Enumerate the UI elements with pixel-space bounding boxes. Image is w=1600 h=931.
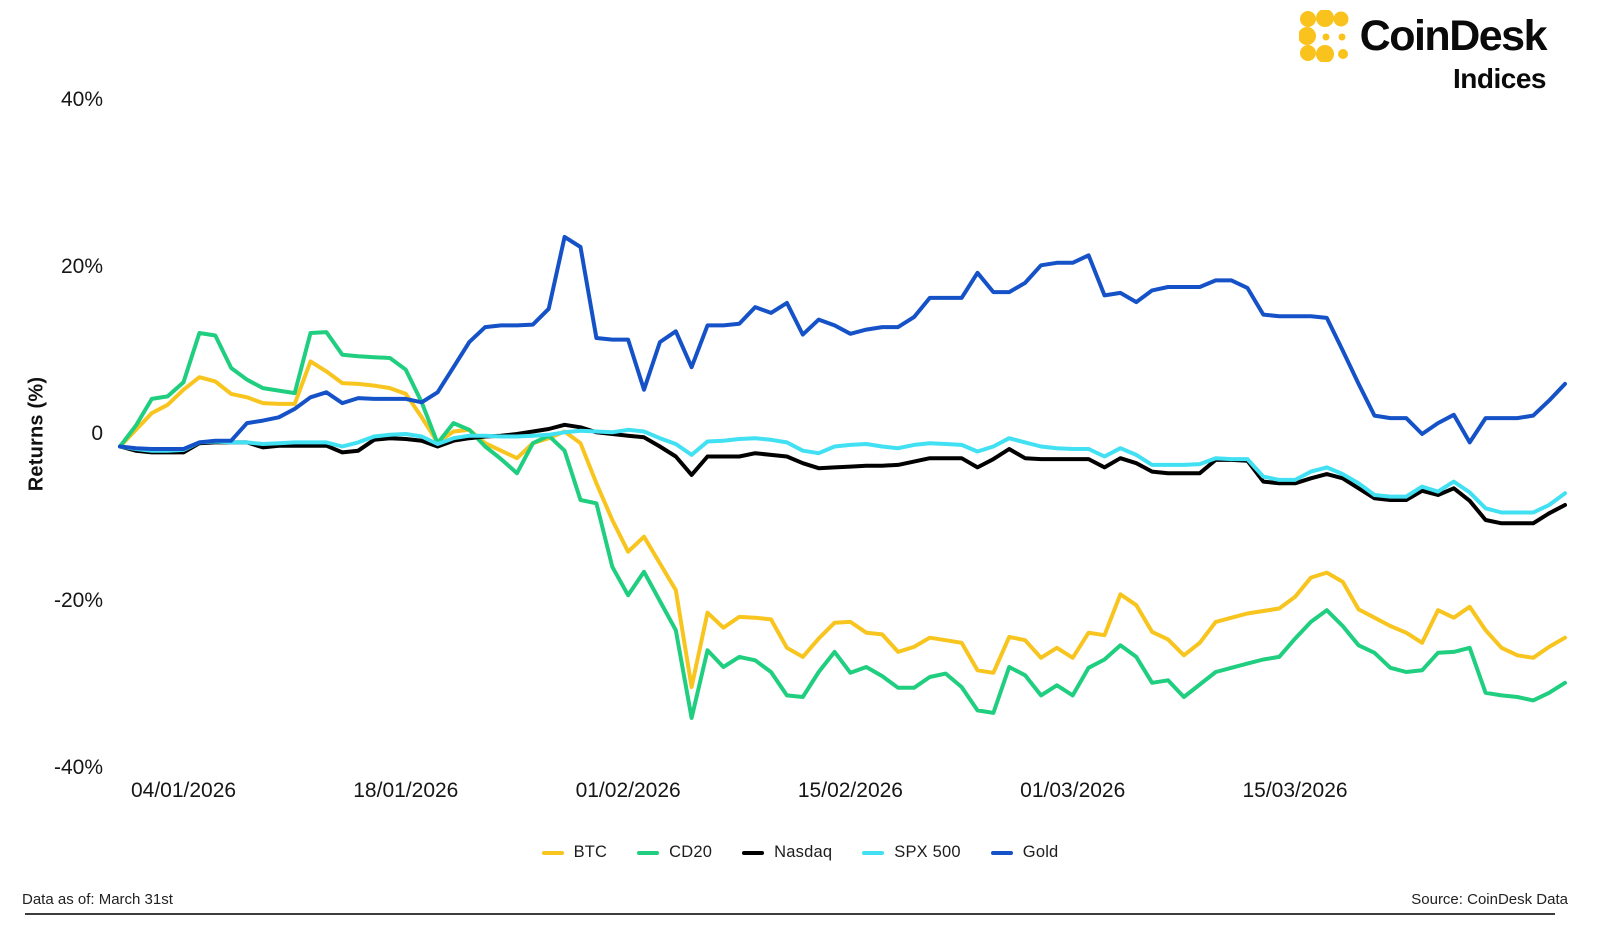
legend-label-nasdaq: Nasdaq bbox=[774, 843, 833, 861]
legend-item-nasdaq: Nasdaq bbox=[742, 843, 832, 862]
logo-brand-text: CoinDesk bbox=[1359, 11, 1548, 60]
x-tick-1503: 15/03/2026 bbox=[1242, 779, 1348, 802]
data-as-of-note: Data as of: March 31st bbox=[22, 891, 173, 908]
y-tick-neg20: -20% bbox=[53, 589, 103, 612]
coindesk-indices-logo: CoinDesk Indices bbox=[1298, 10, 1548, 94]
y-tick-neg40: -40% bbox=[53, 756, 103, 779]
series-line-spx500 bbox=[118, 427, 1567, 515]
x-tick-0103: 01/03/2026 bbox=[1020, 779, 1126, 802]
legend-item-cd20: CD20 bbox=[637, 843, 712, 862]
series-line-cd20 bbox=[118, 330, 1567, 720]
legend-label-btc: BTC bbox=[573, 843, 608, 861]
y-tick-20: 20% bbox=[60, 255, 103, 278]
gold-line-swatch bbox=[990, 850, 1013, 855]
spx500-line-swatch bbox=[862, 850, 885, 855]
cd20-line-swatch bbox=[637, 850, 660, 855]
legend-item-btc: BTC bbox=[541, 843, 608, 862]
coindesk-logo-icon bbox=[1298, 10, 1349, 62]
y-tick-40: 40% bbox=[60, 88, 103, 111]
btc-line-swatch bbox=[541, 850, 564, 855]
x-tick-1801: 18/01/2026 bbox=[353, 779, 459, 802]
series-line-btc bbox=[118, 359, 1567, 689]
y-tick-0: 0 bbox=[91, 422, 103, 445]
legend-label-cd20: CD20 bbox=[669, 843, 713, 861]
series-line-nasdaq bbox=[118, 422, 1567, 526]
legend-label-gold: Gold bbox=[1022, 843, 1059, 861]
x-tick-0102: 01/02/2026 bbox=[575, 779, 681, 802]
legend-item-spx500: SPX 500 bbox=[862, 843, 961, 862]
legend-item-gold: Gold bbox=[990, 843, 1059, 862]
chart-legend: BTC CD20 Nasdaq SPX 500 Gold bbox=[0, 843, 1600, 862]
y-axis-title: Returns (%) bbox=[25, 376, 48, 492]
legend-label-spx500: SPX 500 bbox=[894, 843, 961, 861]
nasdaq-line-swatch bbox=[742, 850, 765, 855]
source-note: Source: CoinDesk Data bbox=[1411, 891, 1568, 908]
x-tick-1502: 15/02/2026 bbox=[797, 779, 903, 802]
series-line-gold bbox=[118, 234, 1567, 451]
footer-divider bbox=[25, 913, 1555, 915]
x-tick-0401: 04/01/2026 bbox=[130, 779, 237, 802]
logo-sub-text: Indices bbox=[1453, 63, 1546, 94]
